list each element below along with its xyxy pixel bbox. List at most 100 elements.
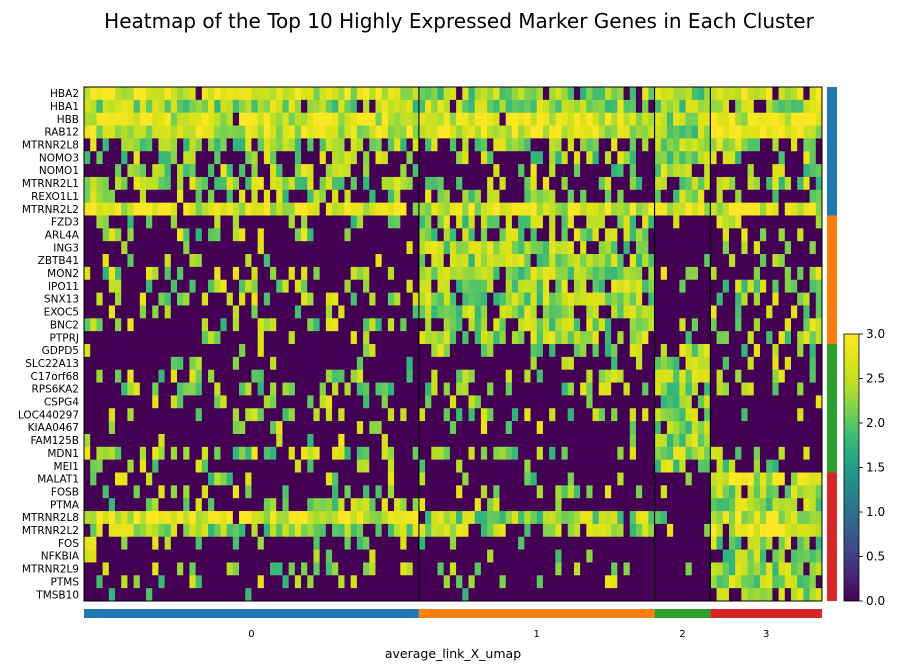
heatmap-cell (425, 318, 432, 332)
heatmap-cell (282, 421, 290, 435)
heatmap-cell (338, 446, 345, 461)
heatmap-cell (710, 266, 717, 281)
heatmap-cell (115, 99, 122, 114)
heatmap-cell (363, 356, 370, 371)
heatmap-cell (294, 344, 302, 358)
heatmap-cell (474, 498, 482, 512)
heatmap-cell (263, 125, 271, 139)
heatmap-cell (437, 292, 445, 306)
heatmap-cell (561, 292, 569, 306)
heatmap-cell (747, 125, 755, 139)
heatmap-cell (158, 164, 166, 178)
heatmap-cell (394, 125, 401, 139)
heatmap-cell (437, 523, 445, 538)
heatmap-cell (152, 523, 159, 538)
heatmap-cell (580, 485, 587, 499)
heatmap-cell (778, 241, 786, 255)
heatmap-cell (679, 382, 686, 396)
heatmap-cell (772, 292, 779, 306)
heatmap-cell (493, 344, 500, 358)
heatmap-cell (96, 202, 103, 216)
heatmap-cell (332, 266, 339, 281)
heatmap-cell (208, 215, 215, 229)
heatmap-cell (437, 395, 445, 409)
heatmap-cell (251, 472, 259, 486)
heatmap-cell (586, 164, 593, 178)
heatmap-cell (505, 254, 513, 268)
heatmap-cell (338, 292, 345, 306)
heatmap-cell (437, 138, 445, 152)
heatmap-cell (251, 254, 259, 268)
heatmap-cell (573, 344, 581, 358)
heatmap-cell (549, 472, 556, 486)
heatmap-cell (592, 241, 600, 255)
heatmap-cell (356, 498, 364, 512)
heatmap-cell (387, 87, 395, 101)
heatmap-cell (158, 549, 166, 563)
heatmap-cell (201, 266, 209, 281)
heatmap-cell (617, 511, 624, 525)
heatmap-cell (276, 421, 283, 435)
heatmap-cell (319, 459, 327, 473)
heatmap-cell (121, 344, 128, 358)
heatmap-cell (208, 228, 215, 242)
heatmap-cell (257, 151, 265, 165)
heatmap-cell (691, 228, 699, 242)
heatmap-cell (406, 549, 414, 563)
heatmap-cell (759, 292, 767, 306)
heatmap-cell (710, 176, 717, 191)
heatmap-cell (146, 485, 153, 499)
heatmap-cell (164, 241, 172, 255)
heatmap-cell (307, 395, 314, 409)
heatmap-cell (96, 87, 103, 101)
heatmap-cell (815, 356, 823, 371)
heatmap-cell (121, 433, 128, 448)
heatmap-cell (108, 472, 116, 486)
heatmap-cell (332, 318, 339, 332)
heatmap-cell (778, 485, 786, 499)
heatmap-cell (177, 254, 184, 268)
heatmap-cell (542, 369, 550, 383)
heatmap-cell (164, 408, 172, 422)
heatmap-cell (697, 125, 705, 139)
heatmap-cell (263, 176, 271, 191)
heatmap-cell (654, 433, 662, 448)
heatmap-cell (394, 511, 401, 525)
heatmap-cell (158, 511, 166, 525)
heatmap-cell (307, 344, 314, 358)
heatmap-cell (623, 369, 631, 383)
heatmap-cell (580, 588, 587, 602)
heatmap-cell (586, 421, 593, 435)
heatmap-cell (815, 588, 823, 602)
heatmap-cell (598, 459, 606, 473)
heatmap-cell (766, 344, 773, 358)
heatmap-cell (152, 164, 159, 178)
heatmap-cell (648, 485, 655, 499)
heatmap-cell (598, 292, 606, 306)
heatmap-cell (648, 472, 655, 486)
heatmap-cell (208, 112, 215, 126)
heatmap-cell (480, 292, 488, 306)
heatmap-cell (214, 459, 221, 473)
heatmap-cell (412, 356, 420, 371)
heatmap-cell (747, 254, 755, 268)
heatmap-cell (697, 344, 705, 358)
heatmap-cell (381, 369, 389, 383)
heatmap-cell (617, 99, 624, 114)
heatmap-cell (803, 99, 810, 114)
heatmap-cell (363, 536, 370, 550)
heatmap-cell (518, 369, 525, 383)
heatmap-cell (437, 472, 445, 486)
heatmap-cell (815, 485, 823, 499)
heatmap-cell (518, 562, 525, 576)
heatmap-cell (468, 241, 476, 255)
heatmap-cell (753, 112, 761, 126)
heatmap-cell (139, 99, 147, 114)
heatmap-cell (493, 176, 500, 191)
heatmap-cell (567, 164, 575, 178)
heatmap-cell (511, 318, 519, 332)
heatmap-cell (338, 588, 345, 602)
heatmap-cell (164, 485, 172, 499)
heatmap-cell (772, 446, 779, 461)
heatmap-cell (635, 433, 643, 448)
